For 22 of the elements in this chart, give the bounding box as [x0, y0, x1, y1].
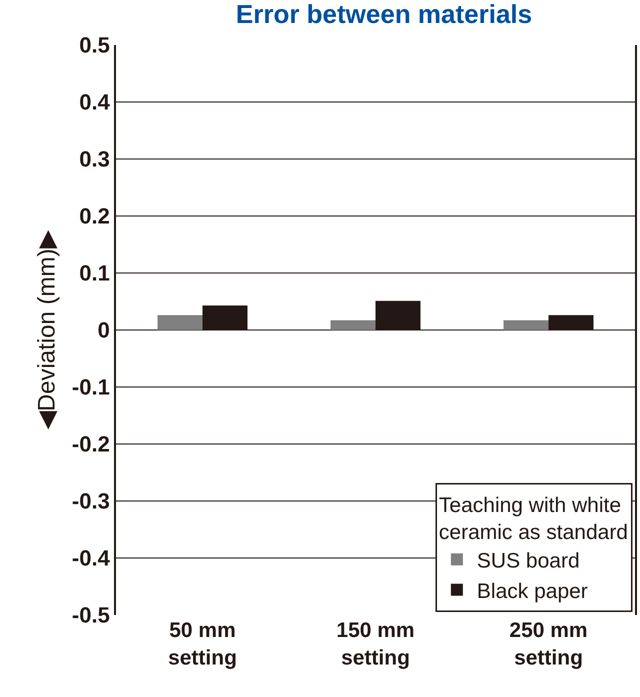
y-tick-label: 0.2	[79, 204, 110, 229]
legend-title: Teaching with white ceramic as standard	[438, 494, 628, 544]
bar	[330, 320, 376, 330]
x-tick-label: 50 mm setting	[168, 619, 237, 670]
legend-label: Black paper	[476, 580, 588, 603]
bar	[158, 315, 202, 330]
legend-label: SUS board	[476, 550, 580, 573]
y-tick-label: 0.4	[79, 90, 111, 115]
y-tick-label: -0.5	[72, 602, 110, 628]
y-tick-label: -0.3	[72, 488, 110, 514]
x-tick-label: 250 mm setting	[509, 619, 588, 670]
y-axis-title: ◀Deviation (mm)▶	[34, 230, 61, 430]
y-tick-label: -0.4	[72, 546, 111, 571]
bar	[504, 320, 548, 330]
y-tick-label: 0.1	[79, 260, 110, 286]
y-tick-label: -0.1	[72, 374, 110, 400]
chart-title: Error between materials	[236, 0, 532, 30]
x-tick-label: 150 mm setting	[336, 619, 415, 670]
y-tick-label: 0	[98, 318, 110, 343]
y-tick-label: 0.3	[79, 146, 110, 172]
y-tick-label: -0.2	[72, 432, 110, 457]
y-tick-label: 0.5	[79, 32, 110, 58]
